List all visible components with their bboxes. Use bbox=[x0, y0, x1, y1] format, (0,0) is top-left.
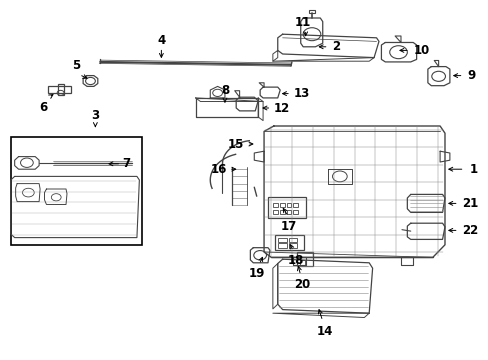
Text: 5: 5 bbox=[72, 59, 80, 72]
Text: 3: 3 bbox=[91, 109, 99, 122]
Text: 22: 22 bbox=[461, 224, 477, 237]
Bar bbox=[297, 252, 312, 266]
Text: 15: 15 bbox=[228, 138, 244, 150]
Bar bbox=[299, 260, 304, 265]
Bar bbox=[48, 86, 71, 93]
Text: 8: 8 bbox=[221, 84, 228, 97]
Bar bbox=[277, 243, 286, 248]
Bar bbox=[272, 210, 277, 214]
Text: 4: 4 bbox=[157, 34, 165, 47]
Text: 18: 18 bbox=[287, 254, 304, 267]
Bar bbox=[11, 137, 142, 245]
Text: 2: 2 bbox=[332, 40, 340, 53]
Bar bbox=[288, 238, 297, 242]
Bar bbox=[286, 210, 291, 214]
Bar bbox=[279, 210, 284, 214]
Text: 9: 9 bbox=[466, 69, 474, 82]
Text: 17: 17 bbox=[280, 220, 296, 233]
Bar bbox=[272, 203, 277, 207]
Text: 16: 16 bbox=[211, 163, 227, 176]
Bar bbox=[267, 197, 305, 218]
Text: 1: 1 bbox=[468, 163, 477, 176]
Bar bbox=[277, 238, 286, 242]
Text: 19: 19 bbox=[248, 267, 264, 280]
Text: 13: 13 bbox=[293, 87, 309, 100]
Text: 11: 11 bbox=[294, 16, 311, 29]
Text: 14: 14 bbox=[316, 325, 333, 338]
Bar bbox=[274, 235, 304, 250]
Bar bbox=[293, 203, 298, 207]
Bar bbox=[286, 203, 291, 207]
Text: 21: 21 bbox=[461, 197, 477, 210]
Bar bbox=[293, 210, 298, 214]
Text: 7: 7 bbox=[122, 157, 130, 170]
Bar bbox=[279, 203, 284, 207]
Text: 6: 6 bbox=[39, 101, 47, 114]
Bar bbox=[308, 10, 315, 13]
Bar bbox=[288, 243, 297, 248]
Bar bbox=[58, 84, 63, 95]
Text: 20: 20 bbox=[293, 278, 310, 291]
Text: 12: 12 bbox=[273, 102, 289, 114]
Text: 10: 10 bbox=[412, 44, 428, 57]
